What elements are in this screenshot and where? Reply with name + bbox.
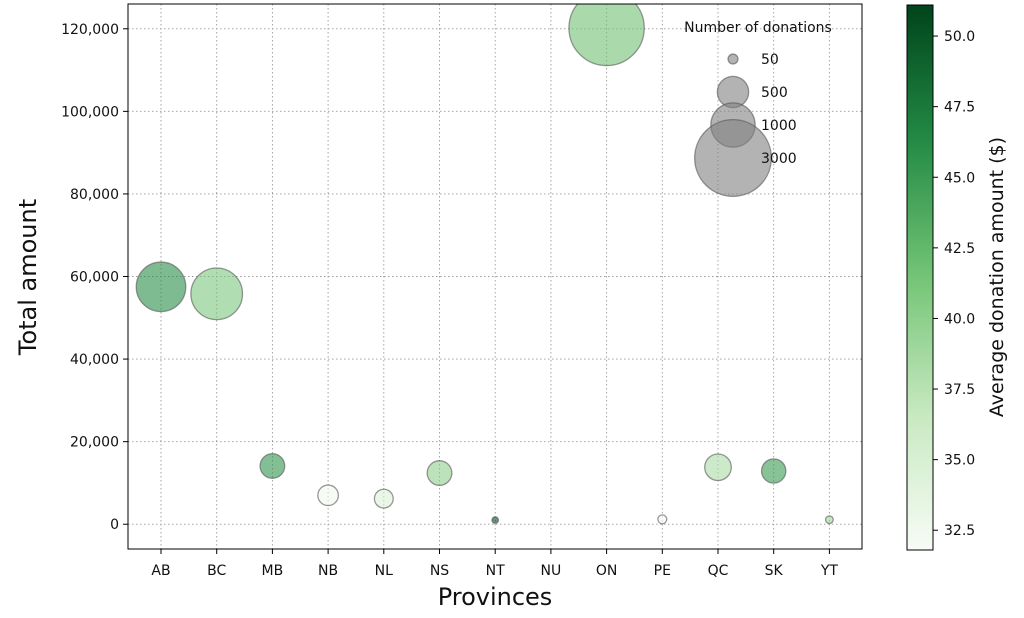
y-tick-label: 60,000 — [70, 270, 119, 286]
size-legend-marker — [727, 53, 739, 65]
bubble-yt — [824, 515, 834, 525]
x-tick-label: SK — [765, 563, 784, 579]
y-tick-label: 20,000 — [70, 435, 119, 451]
x-tick-label: NL — [375, 563, 393, 579]
y-axis-ticks: 0 20,000 40,000 60,000 80,000 100,000 120,000 — [61, 22, 128, 533]
bubble-ab — [135, 261, 187, 313]
colorbar-tick-label: 50.0 — [944, 29, 975, 45]
size-legend-label: 500 — [761, 85, 788, 101]
bubble-pe — [657, 514, 668, 525]
y-tick-label: 0 — [110, 517, 119, 533]
colorbar-ticks: 32.5 35.0 37.5 40.0 42.5 45.0 47.5 50.0 — [933, 29, 975, 539]
bubble-nt — [491, 516, 500, 525]
bubble-on — [568, 4, 645, 67]
x-tick-label: PE — [654, 563, 671, 579]
size-legend-title: Number of donations — [684, 20, 832, 36]
bubble-layer — [135, 4, 834, 525]
size-legend: Number of donations 50 500 1000 3000 — [684, 20, 832, 197]
x-axis-title: Provinces — [438, 583, 553, 611]
grid-lines — [128, 4, 862, 549]
y-tick-label: 120,000 — [61, 22, 119, 38]
x-axis-ticks: AB BC MB NB NL NS NT NU ON PE QC SK YT — [151, 549, 838, 579]
size-legend-label: 50 — [761, 52, 779, 68]
x-tick-label: BC — [207, 563, 226, 579]
colorbar-tick-label: 35.0 — [944, 453, 975, 469]
x-tick-label: ON — [596, 563, 618, 579]
bubble-nl — [373, 488, 394, 509]
x-tick-label: NS — [430, 563, 449, 579]
size-legend-label: 1000 — [761, 118, 797, 134]
x-tick-label: NU — [541, 563, 562, 579]
colorbar-tick-label: 42.5 — [944, 241, 975, 257]
colorbar-tick-label: 40.0 — [944, 311, 975, 327]
colorbar-tick-label: 45.0 — [944, 170, 975, 186]
x-tick-label: NB — [318, 563, 338, 579]
x-tick-label: YT — [820, 563, 839, 579]
bubble-mb — [259, 453, 286, 479]
x-tick-label: AB — [151, 563, 170, 579]
bubble-nb — [317, 484, 340, 507]
colorbar — [906, 4, 934, 551]
colorbar-tick-label: 32.5 — [944, 523, 975, 539]
bubble-sk — [760, 458, 787, 484]
colorbar-title: Average donation amount ($) — [986, 137, 1008, 417]
y-tick-label: 80,000 — [70, 187, 119, 203]
x-tick-label: NT — [486, 563, 505, 579]
y-tick-label: 40,000 — [70, 352, 119, 368]
y-axis-title: Total amount — [14, 199, 42, 356]
size-legend-marker — [694, 119, 772, 197]
bubble-qc — [704, 453, 732, 482]
colorbar-tick-label: 47.5 — [944, 100, 975, 116]
x-tick-label: QC — [708, 563, 729, 579]
size-legend-label: 3000 — [761, 151, 797, 167]
colorbar-tick-label: 37.5 — [944, 382, 975, 398]
x-tick-label: MB — [262, 563, 284, 579]
y-tick-label: 100,000 — [61, 104, 119, 120]
bubble-bc — [190, 267, 244, 321]
bubble-ns — [426, 460, 453, 487]
